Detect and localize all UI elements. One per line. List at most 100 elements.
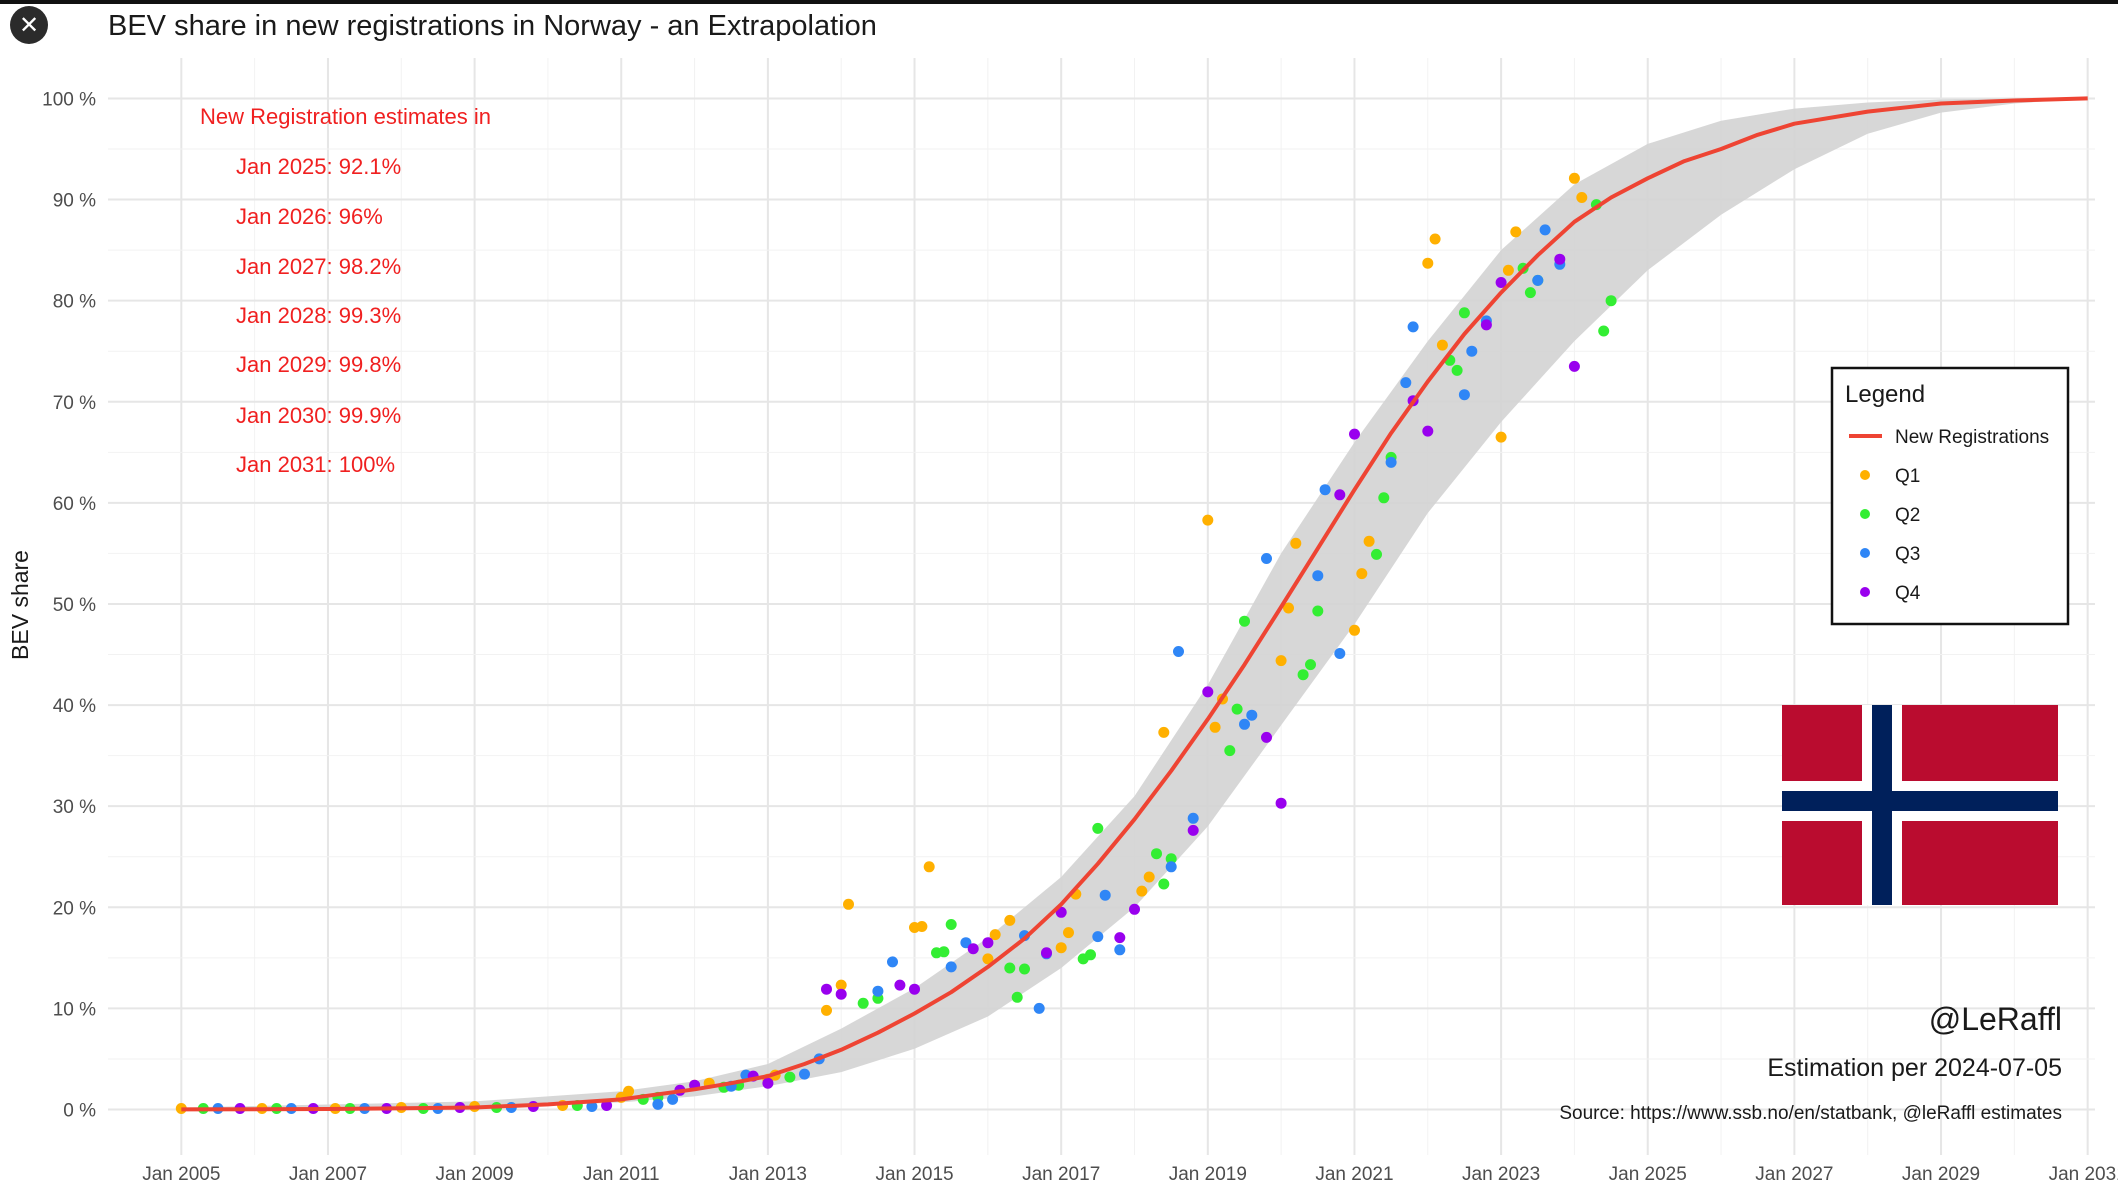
data-point-q3	[1114, 944, 1126, 956]
data-point-q4	[909, 983, 920, 995]
estimate-line: Jan 2025: 92.1%	[236, 154, 401, 179]
data-point-q1	[916, 921, 928, 932]
x-tick-label: Jan 2017	[1022, 1164, 1100, 1185]
data-point-q1	[1290, 537, 1302, 549]
chart-title: BEV share in new registrations in Norway…	[108, 10, 877, 42]
data-point-q3	[887, 956, 898, 968]
data-point-q1	[1055, 942, 1067, 954]
data-point-q3	[1458, 389, 1470, 401]
data-point-q1	[623, 1085, 635, 1097]
close-icon: ✕	[18, 11, 40, 39]
x-tick-label: Jan 2005	[142, 1164, 220, 1185]
data-point-q4	[835, 988, 847, 1000]
data-point-q4	[1568, 360, 1580, 372]
x-tick-label: Jan 2019	[1169, 1164, 1247, 1185]
data-point-q2	[1297, 669, 1309, 681]
x-axis-ticks: Jan 2005 Jan 2007 Jan 2009 Jan 2011 Jan 2013…	[142, 1164, 2118, 1185]
data-point-q1	[1004, 914, 1016, 926]
data-point-q2	[1605, 295, 1617, 307]
fit-curve-layer	[181, 96, 2088, 1112]
legend-item-label: Q2	[1895, 505, 1920, 526]
y-tick-label: 100 %	[42, 89, 96, 110]
legend-item-label: Q4	[1895, 583, 1921, 604]
data-point-q2	[1524, 287, 1536, 299]
x-tick-label: Jan 2013	[729, 1164, 807, 1185]
estimate-line: Jan 2027: 98.2%	[236, 254, 401, 279]
close-button[interactable]: ✕	[10, 6, 48, 44]
legend-point-swatch	[1860, 587, 1870, 597]
y-tick-label: 30 %	[53, 797, 96, 818]
data-point-q3	[1033, 1002, 1045, 1014]
data-point-q1	[982, 953, 994, 965]
data-point-q3	[1466, 345, 1478, 357]
x-tick-label: Jan 2015	[875, 1164, 953, 1185]
data-point-q1	[1356, 568, 1368, 580]
y-tick-label: 90 %	[53, 191, 96, 212]
y-tick-label: 60 %	[53, 494, 96, 515]
estimation-date: Estimation per 2024-07-05	[1767, 1054, 2062, 1082]
data-point-q1	[1510, 226, 1522, 238]
y-tick-label: 20 %	[53, 898, 96, 919]
data-point-q3	[1261, 553, 1272, 564]
data-point-q2	[784, 1071, 796, 1083]
data-point-q3	[1246, 709, 1258, 721]
x-tick-label: Jan 2027	[1755, 1164, 1833, 1185]
data-point-q4	[1187, 824, 1199, 836]
data-point-q2	[1239, 615, 1250, 627]
data-point-q4	[821, 983, 832, 995]
data-point-q2	[857, 997, 869, 1009]
data-point-q1	[1363, 535, 1375, 547]
data-point-q3	[1165, 861, 1177, 873]
legend-title: Legend	[1845, 381, 1925, 408]
data-point-q2	[1312, 605, 1324, 617]
data-point-q4	[1129, 903, 1140, 915]
data-point-q4	[1554, 253, 1566, 265]
data-point-q3	[1187, 812, 1199, 824]
x-tick-label: Jan 2021	[1315, 1164, 1393, 1185]
data-point-q1	[1158, 726, 1170, 738]
data-point-q1	[1202, 514, 1214, 526]
estimates-annotation: New Registration estimates in Jan 2025: …	[200, 104, 491, 477]
y-axis-label: BEV share	[7, 550, 33, 660]
data-point-q3	[1532, 274, 1544, 286]
data-point-q3	[586, 1101, 598, 1112]
data-point-q4	[762, 1077, 774, 1089]
data-point-q3	[1400, 377, 1412, 389]
data-point-q2	[1019, 963, 1030, 975]
data-point-q1	[1349, 624, 1360, 636]
data-point-q1	[1275, 655, 1287, 667]
data-point-q3	[960, 937, 972, 949]
data-point-q1	[1422, 257, 1434, 269]
flag-cross-blue-h	[1782, 791, 2058, 811]
window-top-bar	[0, 0, 2118, 4]
author-handle: @LeRaffl	[1929, 1001, 2062, 1037]
data-point-q4	[1480, 319, 1492, 331]
data-point-q1	[1136, 885, 1148, 897]
data-point-q3	[1092, 931, 1104, 943]
data-point-q3	[872, 985, 884, 997]
data-point-q3	[799, 1068, 810, 1080]
data-point-q4	[1495, 277, 1507, 288]
data-point-q2	[1151, 848, 1162, 860]
estimate-line: Jan 2028: 99.3%	[236, 303, 401, 328]
y-tick-label: 10 %	[53, 999, 96, 1020]
data-point-q3	[1319, 484, 1331, 496]
estimate-line: Jan 2030: 99.9%	[236, 403, 401, 428]
data-point-q4	[1261, 731, 1272, 743]
estimate-line: Jan 2029: 99.8%	[236, 352, 401, 377]
y-tick-label: 50 %	[53, 595, 96, 616]
data-point-q1	[1568, 172, 1580, 184]
data-point-q4	[601, 1100, 613, 1111]
data-point-q1	[1063, 927, 1074, 939]
data-point-q2	[1224, 745, 1236, 757]
legend: Legend New Registrations Q1 Q2 Q3 Q4	[1830, 366, 2070, 626]
source-note: Source: https://www.ssb.no/en/statbank, …	[1559, 1103, 2062, 1124]
data-point-q3	[1239, 718, 1250, 730]
data-point-q4	[982, 937, 994, 949]
data-point-q2	[1092, 822, 1104, 834]
data-point-q2	[1305, 659, 1316, 671]
data-point-q4	[1349, 428, 1360, 440]
norway-flag-icon	[1782, 705, 2058, 905]
data-point-q1	[835, 979, 847, 991]
data-point-q3	[1385, 456, 1397, 468]
